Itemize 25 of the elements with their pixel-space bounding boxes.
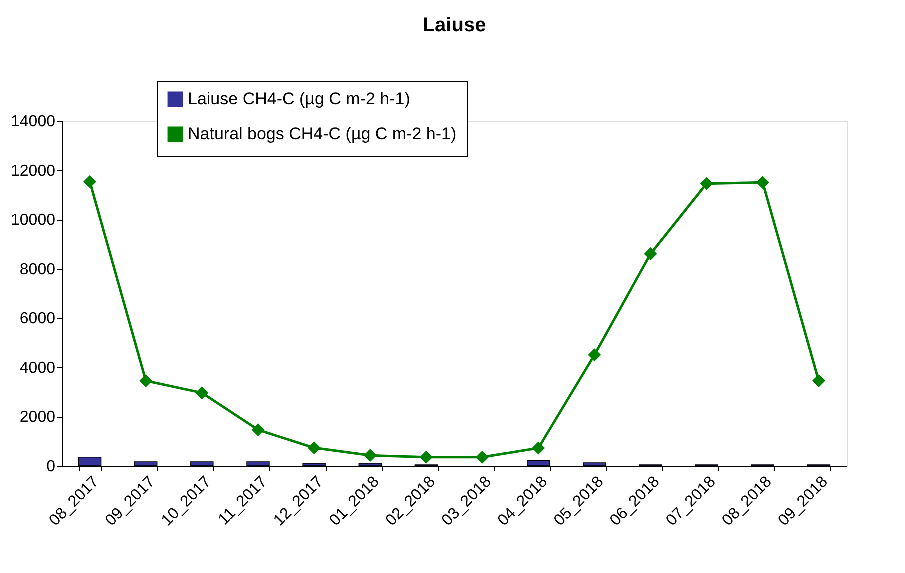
y-tick-label: 8000 (20, 261, 56, 278)
point (252, 424, 265, 437)
y-tick-label: 12000 (11, 162, 56, 180)
y-tick-label: 0 (46, 458, 56, 476)
y-tick-label: 2000 (20, 409, 56, 426)
y-tick-label: 6000 (20, 310, 56, 328)
point (812, 374, 826, 388)
point (476, 450, 490, 464)
point (644, 248, 658, 261)
point (756, 176, 770, 190)
y-tick-label: 4000 (20, 360, 56, 377)
point (364, 449, 377, 462)
point (532, 442, 546, 455)
y-tick-label: 14000 (11, 114, 56, 130)
point (308, 441, 321, 455)
point (700, 177, 714, 190)
point (196, 386, 209, 400)
point (84, 175, 97, 188)
point (588, 348, 602, 362)
chart-title: Laiuse (422, 14, 486, 36)
y-tick-label: 10000 (11, 212, 56, 230)
point (140, 374, 153, 388)
legend-label: Laiuse CH4-C (µg C m-2 h-1) (188, 90, 410, 108)
legend-label: Natural bogs CH4-C (µg C m-2 h-1) (188, 124, 457, 144)
point (420, 450, 433, 464)
